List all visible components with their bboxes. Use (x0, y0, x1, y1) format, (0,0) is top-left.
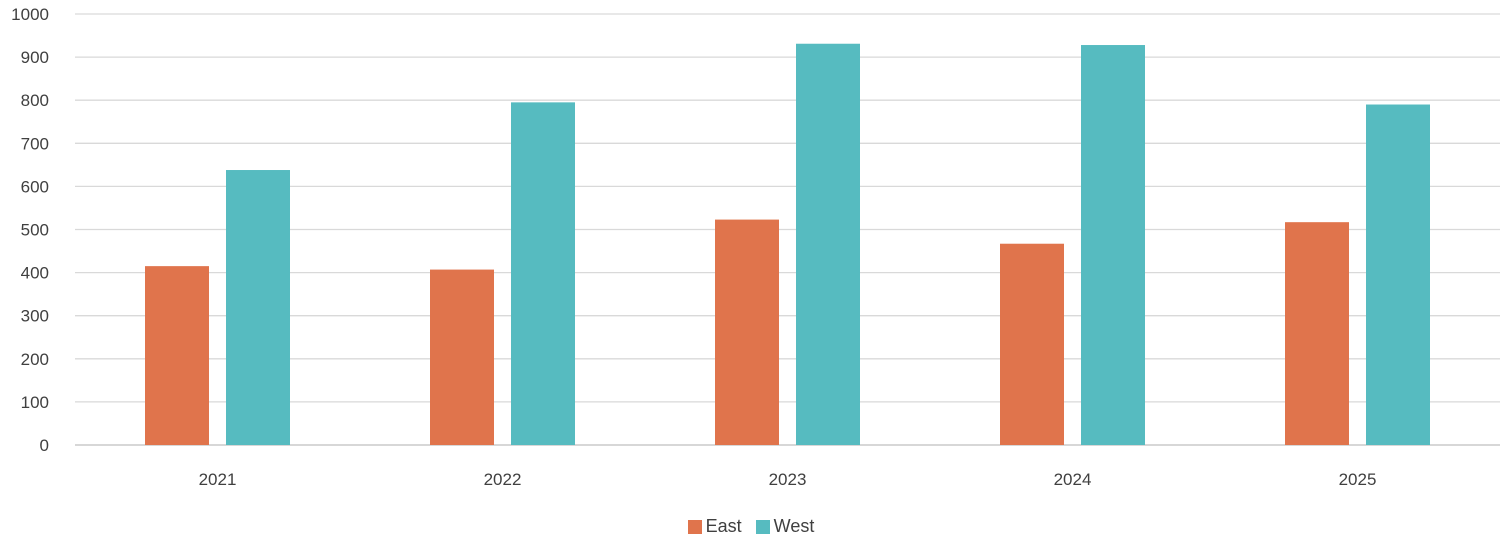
bar-west-2022 (511, 102, 575, 445)
y-tick-label: 0 (40, 436, 49, 455)
bar-west-2024 (1081, 45, 1145, 445)
bar-east-2023 (715, 219, 779, 445)
y-tick-label: 900 (21, 48, 49, 67)
y-tick-label: 500 (21, 221, 49, 240)
legend-swatch-east (687, 519, 702, 534)
y-tick-label: 600 (21, 177, 49, 196)
legend-label-east: East (705, 516, 742, 536)
x-tick-label: 2021 (199, 470, 237, 489)
legend-item-east: East (687, 516, 742, 537)
x-tick-label: 2023 (769, 470, 807, 489)
y-axis-ticks: 0 100 200 300 400 500 600 700 800 900 1000 (11, 5, 49, 455)
bars (145, 43, 1430, 445)
legend-item-west: West (755, 516, 815, 537)
bar-east-2021 (145, 266, 209, 445)
y-tick-label: 300 (21, 307, 49, 326)
y-tick-label: 700 (21, 134, 49, 153)
gridlines (75, 13, 1500, 446)
y-tick-label: 400 (21, 264, 49, 283)
bar-west-2025 (1366, 104, 1430, 445)
bar-west-2023 (796, 43, 860, 445)
bar-east-2024 (1000, 243, 1064, 445)
bar-east-2022 (430, 269, 494, 445)
x-tick-label: 2022 (484, 470, 522, 489)
y-tick-label: 1000 (11, 5, 49, 24)
bar-east-2025 (1285, 222, 1349, 445)
legend-label-west: West (773, 516, 815, 536)
x-tick-label: 2025 (1339, 470, 1377, 489)
y-tick-label: 200 (21, 350, 49, 369)
legend-swatch-west (755, 519, 770, 534)
y-tick-label: 100 (21, 393, 49, 412)
y-tick-label: 800 (21, 91, 49, 110)
legend: East West (0, 516, 1502, 537)
x-tick-label: 2024 (1054, 470, 1092, 489)
x-axis-ticks: 2021 2022 2023 2024 2025 (199, 470, 1377, 489)
bar-west-2021 (226, 170, 290, 445)
